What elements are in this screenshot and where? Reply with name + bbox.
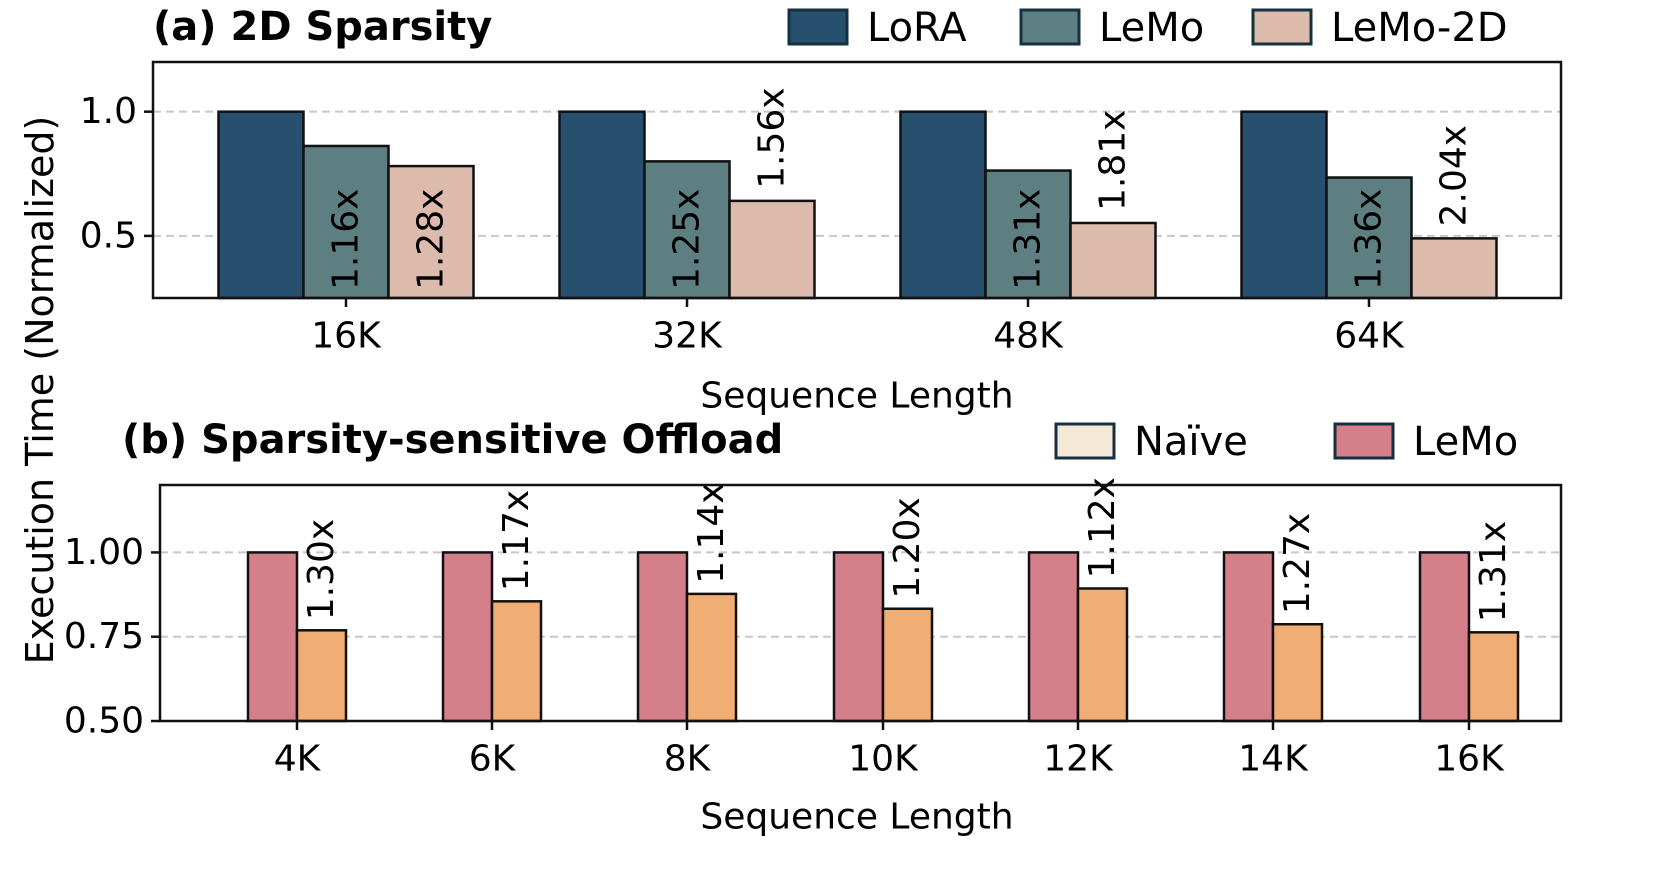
ytick-label-0-1: 1.0 [80,91,137,132]
bar-1-0-2 [636,551,689,723]
bar-0-1-3 [1325,176,1413,300]
bar-0-0-1 [558,110,646,300]
annotation-1-1-0: 1.30x [301,519,342,620]
annotation-0-1-0: 1.16x [326,189,367,290]
xtick-label-1-3: 10K [848,739,919,780]
xtick-label-1-4: 12K [1043,739,1114,780]
annotation-1-1-4: 1.12x [1082,477,1123,578]
legend-label-0-0: LoRA [867,5,967,51]
bar-1-0-5 [1222,551,1275,723]
xtick-label-0-3: 64K [1334,316,1405,357]
bar-1-1-0 [295,629,348,723]
xtick-label-0-2: 48K [993,316,1064,357]
legend-label-1-1: LeMo [1413,419,1518,465]
bar-0-2-0 [387,164,475,300]
bar-1-1-4 [1076,587,1129,723]
legend-swatch-1-1 [1333,422,1395,460]
bar-1-0-6 [1418,551,1471,723]
legend-label-0-2: LeMo-2D [1331,5,1508,51]
x-axis-label-0: Sequence Length [700,376,1013,417]
xtick-label-1-1: 6K [469,739,517,780]
bar-0-2-1 [728,199,816,300]
annotation-0-1-3: 1.36x [1349,189,1390,290]
bar-0-1-1 [643,160,731,300]
annotation-0-1-1: 1.25x [667,189,708,290]
bar-0-0-3 [1240,110,1328,300]
annotation-0-1-2: 1.31x [1008,189,1049,290]
bar-1-1-1 [490,600,543,723]
ytick-label-0-0: 0.5 [80,215,137,256]
xtick-label-1-2: 8K [664,739,712,780]
xtick-label-0-0: 16K [311,316,382,357]
annotation-0-2-1: 1.56x [752,87,793,188]
legend-swatch-0-2 [1251,8,1313,46]
bar-1-1-5 [1271,622,1324,723]
bar-1-1-2 [685,592,738,723]
annotation-0-2-2: 1.81x [1093,110,1134,211]
legend-swatch-0-0 [787,8,849,46]
legend-swatch-0-1 [1019,8,1081,46]
bar-1-0-1 [441,551,494,723]
bar-1-1-6 [1467,631,1520,723]
plot-frame-1 [158,483,1563,723]
xtick-label-1-6: 16K [1434,739,1505,780]
bar-1-0-4 [1027,551,1080,723]
xtick-label-0-1: 32K [652,316,723,357]
y-axis-label: Execution Time (Normalized) [18,116,62,665]
bar-0-1-2 [984,169,1072,300]
bar-1-0-0 [246,551,299,723]
ytick-label-1-1: 0.75 [64,616,144,657]
xtick-label-1-5: 14K [1238,739,1309,780]
annotation-0-2-3: 2.04x [1434,125,1475,226]
xtick-label-1-0: 4K [274,739,322,780]
panel-title-1: (b) Sparsity-sensitive Offload [122,417,783,463]
annotation-1-1-6: 1.31x [1473,521,1514,622]
bar-0-0-2 [899,110,987,300]
bar-0-0-0 [217,110,305,300]
annotation-1-1-3: 1.20x [887,497,928,598]
x-axis-label-1: Sequence Length [700,797,1013,838]
annotation-1-1-2: 1.14x [691,482,732,583]
annotation-1-1-1: 1.17x [496,490,537,591]
legend-swatch-1-0 [1054,422,1116,460]
bar-1-1-3 [881,607,934,723]
ytick-label-1-2: 1.00 [64,532,144,573]
annotation-1-1-5: 1.27x [1277,513,1318,614]
panel-title-0: (a) 2D Sparsity [153,4,492,50]
bar-0-2-3 [1410,237,1498,300]
bar-0-2-2 [1069,221,1157,300]
legend-label-1-0: Naïve [1134,419,1248,465]
legend-label-0-1: LeMo [1099,5,1204,51]
ytick-label-1-0: 0.50 [64,701,144,742]
annotation-0-2-0: 1.28x [411,189,452,290]
bar-1-0-3 [832,551,885,723]
plot-frame-0 [151,60,1563,300]
